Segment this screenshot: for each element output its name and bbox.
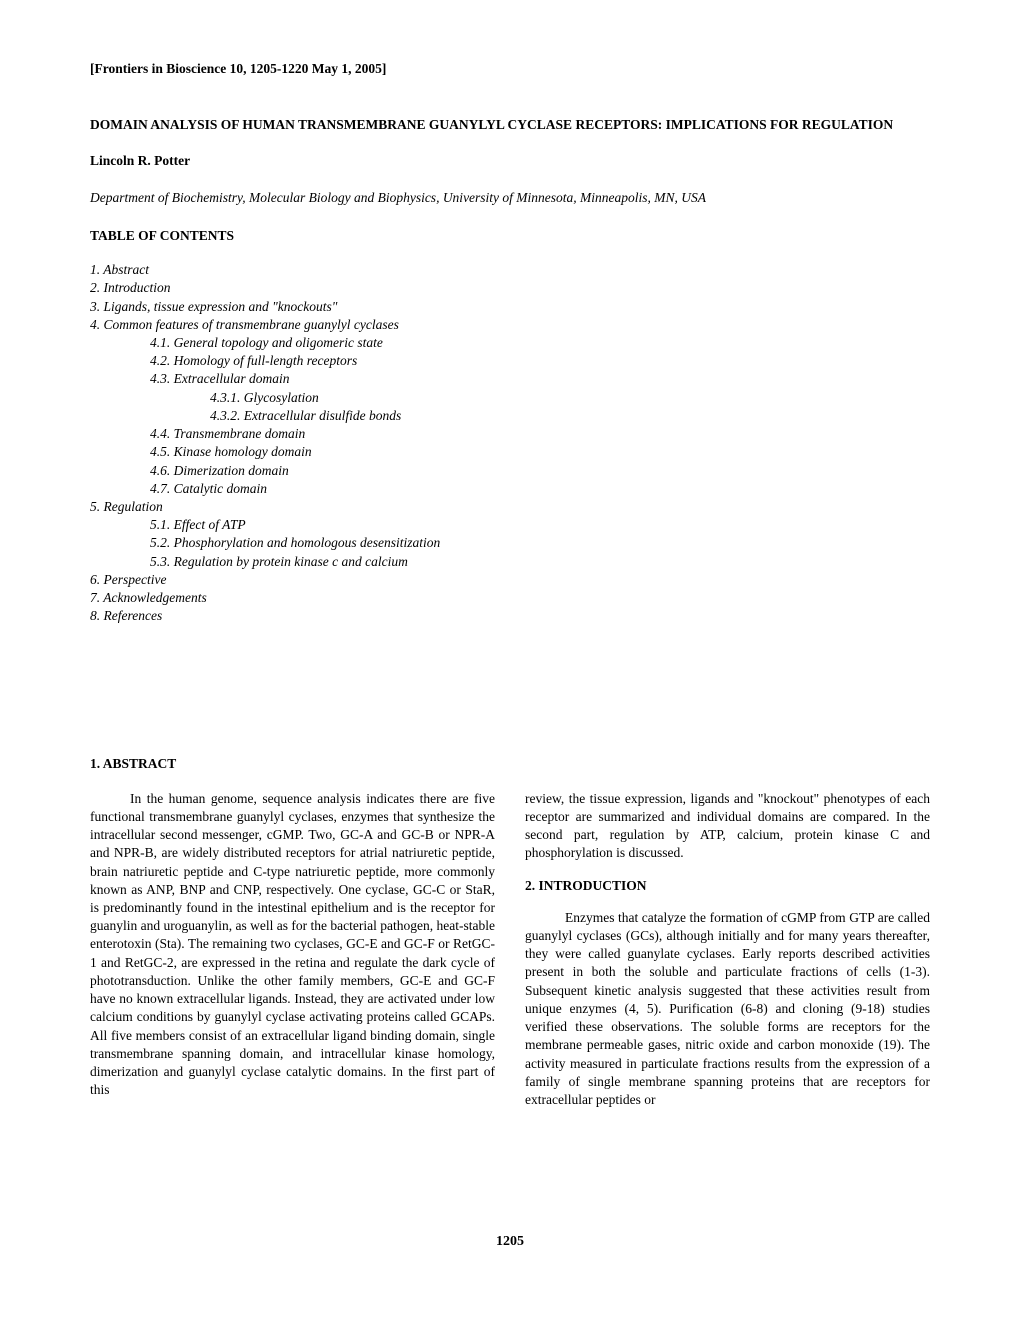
introduction-heading: 2. INTRODUCTION — [525, 877, 930, 895]
toc-entry: 7. Acknowledgements — [90, 589, 930, 607]
table-of-contents: 1. Abstract2. Introduction3. Ligands, ti… — [90, 261, 930, 625]
toc-entry: 5. Regulation — [90, 498, 930, 516]
toc-entry: 8. References — [90, 607, 930, 625]
page-number: 1205 — [90, 1233, 930, 1252]
column-left: In the human genome, sequence analysis i… — [90, 790, 495, 1124]
toc-entry: 3. Ligands, tissue expression and "knock… — [90, 298, 930, 316]
toc-entry: 4.6. Dimerization domain — [90, 462, 930, 480]
toc-entry: 5.2. Phosphorylation and homologous dese… — [90, 534, 930, 552]
toc-entry: 4.2. Homology of full-length receptors — [90, 352, 930, 370]
abstract-paragraph-left: In the human genome, sequence analysis i… — [90, 790, 495, 1100]
toc-entry: 4.5. Kinase homology domain — [90, 443, 930, 461]
toc-entry: 2. Introduction — [90, 279, 930, 297]
toc-entry: 1. Abstract — [90, 261, 930, 279]
author-name: Lincoln R. Potter — [90, 152, 930, 170]
introduction-paragraph: Enzymes that catalyze the formation of c… — [525, 909, 930, 1109]
toc-entry: 4.4. Transmembrane domain — [90, 425, 930, 443]
toc-entry: 5.3. Regulation by protein kinase c and … — [90, 553, 930, 571]
toc-entry: 5.1. Effect of ATP — [90, 516, 930, 534]
abstract-paragraph-right: review, the tissue expression, ligands a… — [525, 790, 930, 863]
author-affiliation: Department of Biochemistry, Molecular Bi… — [90, 189, 930, 207]
toc-entry: 4.3.2. Extracellular disulfide bonds — [90, 407, 930, 425]
toc-entry: 4.7. Catalytic domain — [90, 480, 930, 498]
toc-entry: 4.3.1. Glycosylation — [90, 389, 930, 407]
body-columns: In the human genome, sequence analysis i… — [90, 790, 930, 1124]
toc-entry: 4.3. Extracellular domain — [90, 370, 930, 388]
journal-header: [Frontiers in Bioscience 10, 1205-1220 M… — [90, 60, 930, 78]
toc-entry: 4.1. General topology and oligomeric sta… — [90, 334, 930, 352]
toc-entry: 6. Perspective — [90, 571, 930, 589]
toc-heading: TABLE OF CONTENTS — [90, 227, 930, 245]
column-right: review, the tissue expression, ligands a… — [525, 790, 930, 1124]
toc-entry: 4. Common features of transmembrane guan… — [90, 316, 930, 334]
paper-title: DOMAIN ANALYSIS OF HUMAN TRANSMEMBRANE G… — [90, 116, 930, 134]
abstract-heading: 1. ABSTRACT — [90, 755, 930, 773]
